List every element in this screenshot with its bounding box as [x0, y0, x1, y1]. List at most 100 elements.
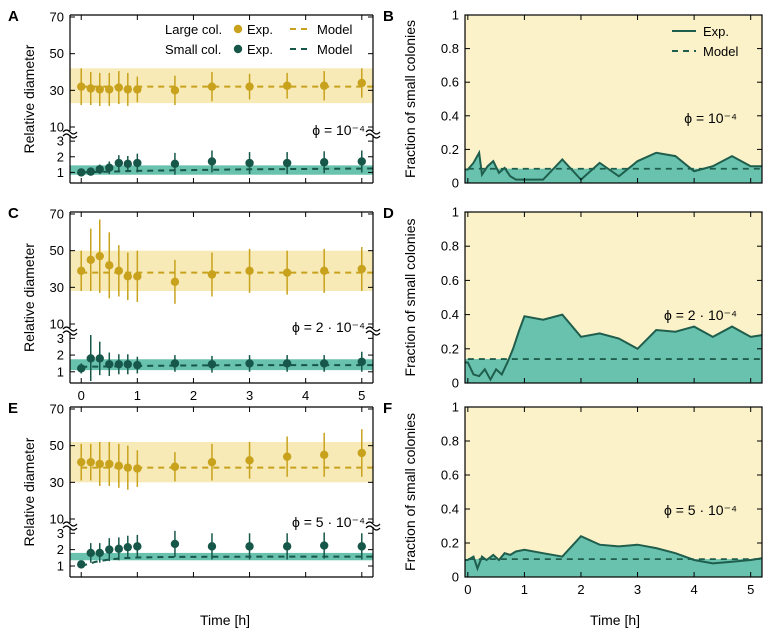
large-point [86, 84, 95, 93]
x-tick-label: 2 [577, 582, 584, 597]
x-tick-label: 5 [358, 388, 365, 403]
small-point [319, 541, 329, 550]
y-tick-label: 0.6 [441, 75, 459, 90]
legend-large-exp: Exp. [247, 22, 273, 37]
small-point [114, 544, 124, 554]
y-tick-label: 50 [50, 243, 64, 258]
y-tick-label: 0 [452, 176, 459, 191]
small-point [105, 163, 114, 172]
legend-small-exp: Exp. [247, 42, 273, 57]
x-tick-label: 3 [246, 388, 253, 403]
large-point [357, 448, 366, 458]
small-point [319, 359, 329, 368]
large-point [319, 266, 329, 276]
y-tick-label: 3 [57, 331, 64, 346]
exp-line [465, 149, 762, 182]
small-point [114, 360, 124, 369]
large-point [207, 82, 217, 91]
y-tick-label: 10 [50, 120, 64, 135]
large-point [95, 251, 104, 261]
large-point [133, 464, 142, 473]
exp-area [465, 536, 762, 577]
large-point [170, 86, 180, 95]
axis-break-mark [365, 326, 381, 332]
plot-frame [464, 14, 763, 184]
y-tick-label: 0.8 [441, 434, 459, 449]
plot-background [465, 15, 762, 183]
panel-letter: D [383, 205, 394, 222]
small-point [170, 359, 180, 368]
axis-break-mark [62, 521, 78, 527]
x-tick-label: 5 [747, 582, 754, 597]
panel-letter: C [8, 205, 19, 222]
large-point [357, 78, 366, 88]
y-tick-label: 1 [57, 165, 64, 180]
small-point [77, 168, 86, 177]
axis-break-mark [365, 330, 381, 336]
y-tick-label: 10 [50, 512, 64, 527]
axis-break-mark [365, 525, 381, 531]
large-point [114, 461, 124, 471]
y-tick-label: 50 [50, 438, 64, 453]
axis-break-mark [62, 525, 78, 531]
exp-line [465, 313, 763, 382]
large-point [282, 268, 292, 277]
axis-break-mark [365, 129, 381, 135]
panel-letter: E [8, 400, 18, 417]
small-point [77, 364, 86, 373]
y-tick-label: 2 [57, 149, 64, 164]
x-tick-label: 4 [690, 582, 697, 597]
phi-annotation: ϕ = 2 · 10⁻⁴ [292, 319, 365, 335]
legend-model-label: Model [703, 44, 739, 59]
exp-line [465, 534, 763, 572]
axis-break-mark [365, 133, 381, 139]
y-tick-label: 50 [50, 46, 64, 61]
axis-break-mark [62, 129, 78, 135]
y-axis-label: Fraction of small colonies [402, 413, 418, 571]
small-point [245, 542, 254, 551]
small-point [282, 158, 292, 168]
x-axis-label-right: Time [h] [590, 612, 640, 628]
small-point [123, 542, 132, 552]
y-tick-label: 3 [57, 526, 64, 541]
x-tick-label: 0 [464, 582, 471, 597]
y-tick-label: 70 [50, 207, 64, 222]
phi-annotation: ϕ = 5 · 10⁻⁴ [664, 502, 737, 518]
large-point [114, 266, 124, 276]
axis-break-mark [62, 326, 78, 332]
small-point [282, 359, 292, 368]
y-tick-label: 2 [57, 348, 64, 363]
legend-small-marker [233, 44, 243, 54]
exp-area [465, 314, 762, 383]
large-point [77, 457, 86, 467]
large-colony-band [70, 442, 373, 483]
y-tick-label: 2 [57, 542, 64, 557]
large-point [86, 255, 95, 265]
small-point [357, 542, 366, 551]
panel-A: 10 30 50 70 123 Relative diameter Aϕ = 10⁻⁴ Lar… [8, 8, 381, 184]
small-model-line [81, 364, 373, 368]
large-point [95, 85, 104, 94]
y-tick-label: 1 [452, 400, 459, 415]
y-tick-label: 1 [57, 364, 64, 379]
small-point [95, 354, 104, 363]
legend-exp-label: Exp. [703, 24, 729, 39]
large-point [133, 272, 142, 281]
y-tick-label: 0.4 [441, 502, 459, 517]
legend-small-label: Small col. [165, 42, 221, 57]
large-point [105, 261, 114, 270]
x-tick-label: 1 [521, 582, 528, 597]
y-axis-label: Fraction of small colonies [402, 20, 418, 178]
small-point [207, 542, 217, 551]
exp-area [465, 152, 762, 183]
axis-break-mark [62, 330, 78, 336]
y-tick-label: 10 [50, 317, 64, 332]
small-point [133, 158, 142, 168]
large-point [95, 459, 104, 469]
large-point [114, 83, 124, 92]
large-point [123, 272, 132, 281]
small-point [123, 159, 132, 168]
y-tick-label: 0.8 [441, 239, 459, 254]
y-tick-label: 0.8 [441, 41, 459, 56]
